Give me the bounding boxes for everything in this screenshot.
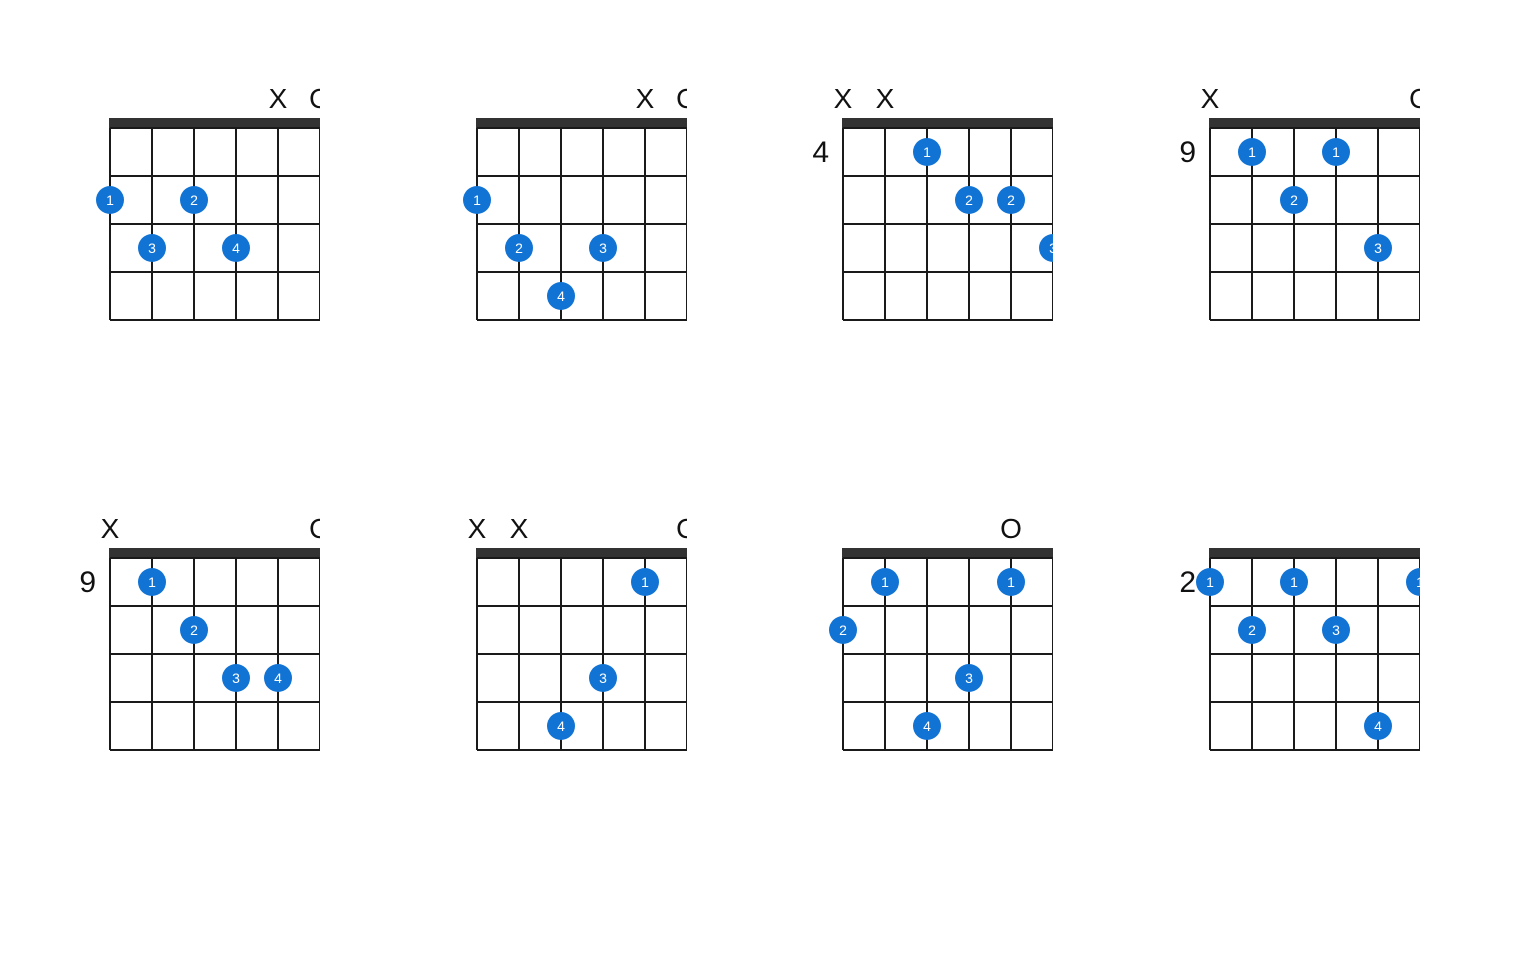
finger-number: 2 bbox=[1290, 192, 1298, 208]
finger-number: 3 bbox=[965, 670, 973, 686]
mute-marker: X bbox=[101, 513, 120, 544]
open-marker: O bbox=[1000, 513, 1022, 544]
finger-number: 4 bbox=[274, 670, 282, 686]
open-marker: O bbox=[676, 513, 687, 544]
start-fret-label: 2 bbox=[1180, 566, 1196, 599]
open-marker: O bbox=[309, 513, 320, 544]
chord-cell: X O 9 1 1 2 3 bbox=[1180, 80, 1457, 380]
finger-number: 3 bbox=[1049, 240, 1053, 256]
chord-cell: XX41223 bbox=[813, 80, 1090, 380]
finger-number: 1 bbox=[641, 574, 649, 590]
finger-number: 1 bbox=[1290, 574, 1298, 590]
finger-number: 3 bbox=[1332, 622, 1340, 638]
finger-number: 1 bbox=[1416, 574, 1420, 590]
finger-number: 3 bbox=[599, 670, 607, 686]
nut bbox=[1209, 118, 1420, 128]
chord-diagram: XO 1 2 3 4 bbox=[80, 80, 320, 380]
finger-number: 1 bbox=[106, 192, 114, 208]
finger-number: 2 bbox=[1248, 622, 1256, 638]
nut bbox=[1209, 548, 1420, 558]
nut bbox=[109, 118, 320, 128]
finger-number: 2 bbox=[190, 192, 198, 208]
mute-marker: X bbox=[876, 83, 895, 114]
finger-number: 2 bbox=[965, 192, 973, 208]
mute-marker: X bbox=[635, 83, 654, 114]
chord-diagram: XX O 1 3 4 bbox=[447, 510, 687, 810]
finger-number: 4 bbox=[1374, 718, 1382, 734]
finger-number: 4 bbox=[923, 718, 931, 734]
mute-marker: X bbox=[1200, 83, 1219, 114]
finger-number: 3 bbox=[599, 240, 607, 256]
finger-number: 1 bbox=[1248, 144, 1256, 160]
finger-number: 2 bbox=[839, 622, 847, 638]
chord-cell: 2111234 bbox=[1180, 510, 1457, 810]
finger-number: 1 bbox=[923, 144, 931, 160]
mute-marker: X bbox=[467, 513, 486, 544]
nut bbox=[476, 548, 687, 558]
start-fret-label: 9 bbox=[80, 566, 96, 599]
chord-cell: XX O 1 3 4 bbox=[447, 510, 724, 810]
finger-number: 3 bbox=[1374, 240, 1382, 256]
finger-number: 2 bbox=[190, 622, 198, 638]
chord-cell: O 1 1 2 3 4 bbox=[813, 510, 1090, 810]
chord-diagram: 2111234 bbox=[1180, 510, 1420, 810]
mute-marker: X bbox=[269, 83, 288, 114]
finger-number: 4 bbox=[557, 718, 565, 734]
nut bbox=[842, 118, 1053, 128]
finger-number: 2 bbox=[1007, 192, 1015, 208]
chord-diagram: X O 9 1 2 3 4 bbox=[80, 510, 320, 810]
page: XO1234XO1234XX41223XO91123XO91234XXO134O… bbox=[0, 0, 1536, 960]
finger-number: 1 bbox=[1206, 574, 1214, 590]
open-marker: O bbox=[309, 83, 320, 114]
chord-grid: XO1234XO1234XX41223XO91123XO91234XXO134O… bbox=[80, 80, 1456, 810]
chord-diagram: X O 9 1 1 2 3 bbox=[1180, 80, 1420, 380]
finger-number: 3 bbox=[232, 670, 240, 686]
nut bbox=[842, 548, 1053, 558]
chord-cell: X O 9 1 2 3 4 bbox=[80, 510, 357, 810]
nut bbox=[109, 548, 320, 558]
finger-number: 4 bbox=[232, 240, 240, 256]
finger-number: 1 bbox=[1007, 574, 1015, 590]
start-fret-label: 9 bbox=[1180, 136, 1196, 169]
mute-marker: X bbox=[509, 513, 528, 544]
finger-number: 1 bbox=[1332, 144, 1340, 160]
chord-diagram: XX41223 bbox=[813, 80, 1053, 380]
open-marker: O bbox=[1409, 83, 1420, 114]
start-fret-label: 4 bbox=[813, 136, 829, 169]
chord-diagram: XO 1 2 3 4 bbox=[447, 80, 687, 380]
finger-number: 1 bbox=[881, 574, 889, 590]
finger-number: 3 bbox=[148, 240, 156, 256]
finger-number: 1 bbox=[473, 192, 481, 208]
finger-number: 4 bbox=[557, 288, 565, 304]
finger-number: 1 bbox=[148, 574, 156, 590]
chord-cell: XO 1 2 3 4 bbox=[80, 80, 357, 380]
finger-number: 2 bbox=[515, 240, 523, 256]
open-marker: O bbox=[676, 83, 687, 114]
chord-cell: XO 1 2 3 4 bbox=[447, 80, 724, 380]
chord-diagram: O 1 1 2 3 4 bbox=[813, 510, 1053, 810]
mute-marker: X bbox=[834, 83, 853, 114]
nut bbox=[476, 118, 687, 128]
